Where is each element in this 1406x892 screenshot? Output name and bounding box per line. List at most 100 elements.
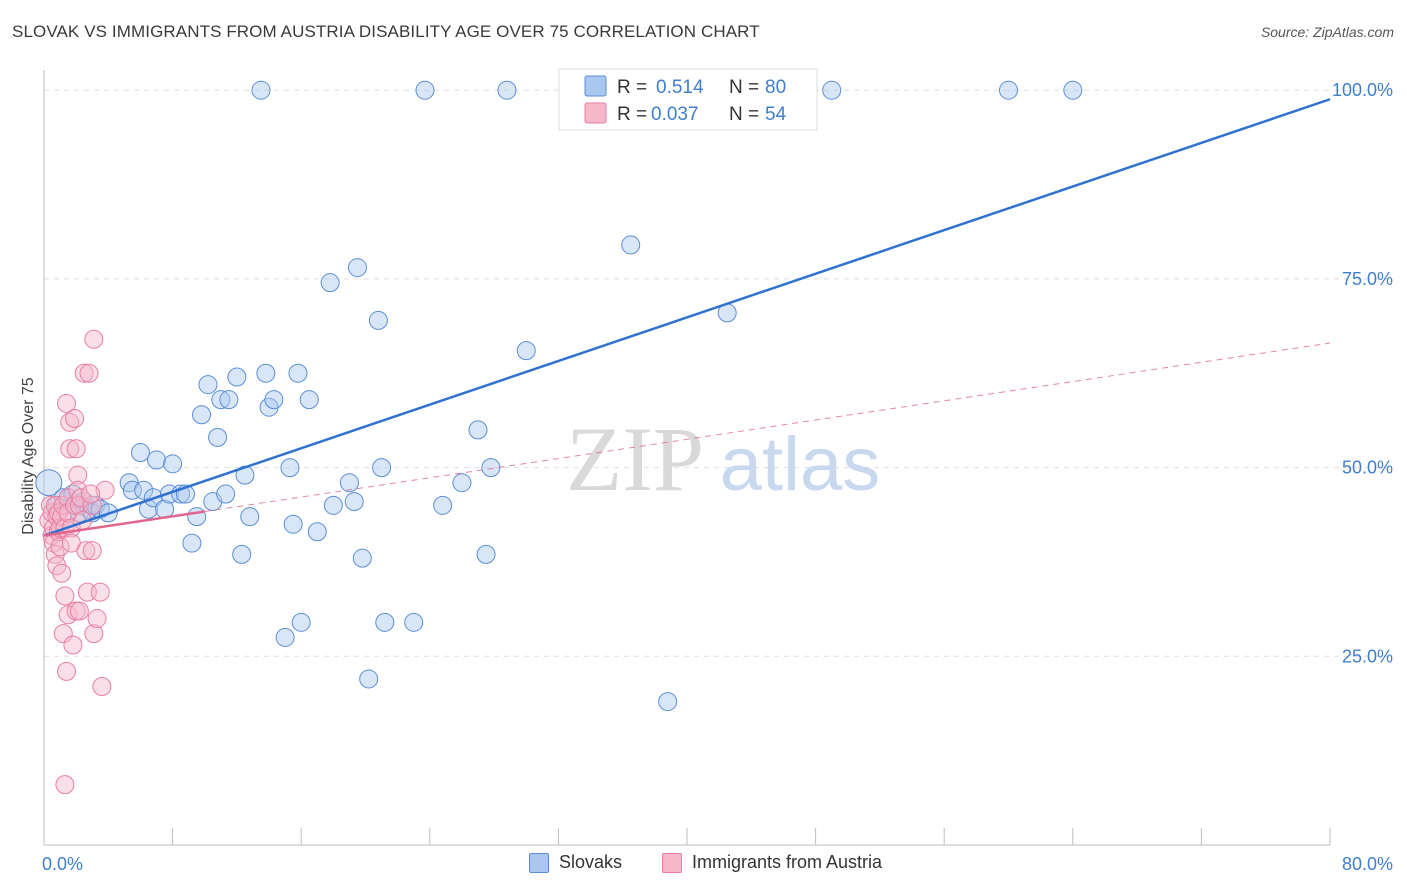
point-slovaks: [219, 390, 239, 410]
point-slovaks: [299, 390, 319, 410]
point-immigrants: [95, 480, 115, 500]
point-slovaks: [372, 458, 392, 478]
point-immigrants: [60, 439, 80, 459]
x-axis-ticks: [172, 828, 1331, 845]
point-slovaks: [187, 507, 207, 527]
legend-item-immigrants[interactable]: Immigrants from Austria: [662, 852, 882, 873]
legend-label-slovaks: Slovaks: [559, 852, 623, 872]
point-immigrants: [52, 563, 72, 583]
point-slovaks: [275, 627, 295, 647]
point-slovaks: [352, 548, 372, 568]
point-immigrants: [84, 624, 104, 644]
legend-r-value-0: 0.514: [656, 77, 704, 98]
legend-label-immigrants: Immigrants from Austria: [692, 852, 883, 872]
legend-n-label-1: N =: [729, 104, 759, 125]
point-slovaks: [621, 235, 641, 255]
point-immigrants: [55, 586, 75, 606]
point-slovaks: [291, 612, 311, 632]
point-immigrants: [68, 465, 88, 485]
point-slovaks: [497, 80, 517, 100]
source-label: Source: ZipAtlas.com: [1260, 24, 1394, 40]
point-slovaks: [1063, 80, 1083, 100]
point-slovaks: [323, 495, 343, 515]
point-slovaks: [208, 427, 228, 447]
point-immigrants: [84, 329, 104, 349]
point-slovaks: [192, 405, 212, 425]
watermark: ZIP atlas: [566, 408, 880, 510]
point-slovaks: [468, 420, 488, 440]
legend-item-slovaks[interactable]: Slovaks: [529, 852, 622, 873]
stats-legend: R = 0.514 N = 80 R = 0.037 N = 54: [558, 68, 818, 131]
y-tick-label: 25.0%: [1342, 646, 1393, 666]
point-slovaks: [280, 458, 300, 478]
point-immigrants: [76, 541, 96, 561]
point-slovaks: [256, 363, 276, 383]
y-tick-label: 50.0%: [1342, 458, 1393, 478]
point-slovaks: [415, 80, 435, 100]
point-immigrants: [63, 635, 83, 655]
point-slovaks: [339, 473, 359, 493]
legend-swatch-slovaks: [584, 75, 607, 97]
point-slovaks: [344, 492, 364, 512]
point-immigrants: [87, 609, 107, 629]
y-tick-label: 75.0%: [1342, 269, 1393, 289]
trend-lines: [43, 98, 1331, 537]
y-tick-labels: 25.0% 50.0% 75.0% 100.0%: [1332, 80, 1393, 666]
point-slovaks: [452, 473, 472, 493]
point-immigrants: [57, 661, 77, 681]
point-slovaks: [147, 450, 167, 470]
point-slovaks: [822, 80, 842, 100]
x-tick-label: 80.0%: [1342, 854, 1393, 874]
point-slovaks: [182, 533, 202, 553]
point-slovaks: [320, 273, 340, 293]
point-immigrants: [65, 409, 85, 429]
point-slovaks: [476, 544, 496, 564]
y-tick-label: 100.0%: [1332, 80, 1393, 100]
legend-swatch-slovaks-bottom: [529, 852, 549, 873]
point-slovaks: [368, 310, 388, 330]
chart-title: SLOVAK VS IMMIGRANTS FROM AUSTRIA DISABI…: [12, 22, 760, 41]
point-immigrants: [82, 541, 102, 561]
point-slovaks: [999, 80, 1018, 100]
point-immigrants: [92, 676, 112, 696]
point-slovaks: [658, 692, 678, 712]
point-slovaks: [251, 80, 271, 100]
point-immigrants: [69, 601, 89, 621]
point-slovaks: [79, 499, 99, 519]
point-slovaks: [264, 390, 284, 410]
point-immigrants: [50, 537, 70, 557]
point-slovaks: [240, 507, 260, 527]
point-slovaks: [347, 258, 367, 278]
point-immigrants: [79, 363, 99, 383]
watermark-atlas: atlas: [720, 422, 881, 507]
watermark-zip: ZIP: [566, 408, 704, 510]
x-tick-labels: 0.0% 80.0%: [42, 854, 1393, 874]
point-immigrants: [55, 775, 75, 795]
point-slovaks: [198, 375, 218, 395]
x-tick-label: 0.0%: [42, 854, 83, 874]
point-slovaks: [232, 544, 252, 564]
series-slovaks: [35, 80, 1083, 712]
y-axis-title: Disability Age Over 75: [20, 377, 37, 535]
point-slovaks: [130, 443, 150, 462]
trend-line-immigrants-solid: [43, 510, 205, 537]
series-immigrants-austria: [39, 329, 115, 795]
point-immigrants: [71, 488, 91, 508]
point-immigrants: [66, 439, 86, 459]
point-slovaks: [35, 469, 63, 497]
point-slovaks: [516, 341, 536, 361]
legend-n-value-1: 54: [765, 104, 787, 125]
point-immigrants: [68, 480, 88, 500]
point-slovaks: [122, 480, 142, 500]
point-slovaks: [375, 612, 395, 632]
point-slovaks: [283, 514, 303, 534]
legend-r-label-1: R =: [617, 104, 647, 125]
point-slovaks: [163, 454, 183, 474]
point-immigrants: [74, 363, 94, 383]
point-slovaks: [359, 669, 379, 689]
point-slovaks: [134, 480, 154, 500]
legend-swatch-immigrants-bottom: [662, 852, 682, 873]
point-immigrants: [81, 484, 101, 504]
grid-lines: [44, 89, 1392, 657]
